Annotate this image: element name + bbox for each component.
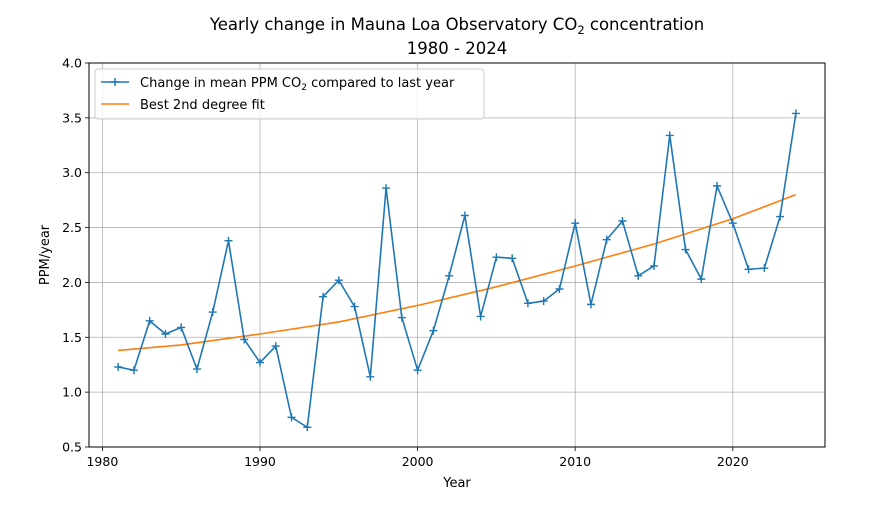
y-tick-label: 1.0 (62, 385, 82, 400)
x-tick-label: 2000 (402, 454, 434, 469)
data-point (492, 253, 501, 262)
data-point (319, 292, 328, 301)
data-point (665, 131, 674, 140)
change-line (117, 113, 797, 429)
y-tick-label: 2.5 (62, 220, 82, 235)
data-point (586, 300, 595, 309)
data-point (555, 285, 564, 294)
fit-line (118, 193, 797, 352)
data-point (618, 216, 627, 225)
data-point (523, 299, 532, 308)
legend: Change in mean PPM CO2 compared to last … (94, 68, 485, 120)
data-point (224, 236, 233, 245)
data-point (760, 264, 769, 273)
x-axis-label: Year (442, 476, 471, 491)
data-point (287, 413, 296, 422)
y-axis-label: PPM/year (38, 224, 53, 285)
chart-subtitle: 1980 - 2024 (407, 39, 507, 58)
data-point (429, 326, 438, 335)
data-point (366, 372, 375, 381)
y-tick-label: 1.5 (62, 330, 82, 345)
change-series (114, 109, 800, 432)
x-tick-label: 2010 (559, 454, 591, 469)
data-point (208, 308, 217, 317)
data-point (145, 316, 154, 325)
legend-label-fit: Best 2nd degree fit (140, 98, 265, 113)
data-point (114, 362, 123, 371)
plot-frame (88, 62, 826, 448)
data-point (650, 261, 659, 270)
data-point (397, 313, 406, 322)
y-tick-label: 3.5 (62, 110, 82, 125)
data-point (728, 219, 737, 228)
x-tick-label: 1980 (86, 454, 118, 469)
chart-title: Yearly change in Mauna Loa Observatory C… (209, 15, 704, 37)
data-point (776, 212, 785, 221)
data-point (255, 358, 264, 367)
data-point (240, 335, 249, 344)
data-point (602, 235, 611, 244)
y-tick-label: 4.0 (62, 56, 82, 71)
data-point (192, 365, 201, 374)
y-tick-label: 0.5 (62, 440, 82, 455)
y-tick-label: 2.0 (62, 275, 82, 290)
data-point (791, 109, 800, 118)
legend-marker-change (111, 78, 119, 86)
data-point (413, 366, 422, 375)
fit-series (118, 193, 797, 352)
data-point (303, 423, 312, 432)
legend-label-change: Change in mean PPM CO2 compared to last … (140, 76, 455, 93)
x-tick-label: 2020 (717, 454, 749, 469)
data-point (634, 271, 643, 280)
data-point (744, 265, 753, 274)
data-point (350, 302, 359, 311)
data-point (460, 211, 469, 220)
y-tick-label: 3.0 (62, 165, 82, 180)
data-point (334, 276, 343, 285)
data-point (539, 297, 548, 306)
y-axis-ticks: 0.5 1.0 1.5 2.0 2.5 3.0 3.5 4.0 (62, 56, 89, 455)
data-point (271, 342, 280, 351)
x-axis-ticks: 1980 1990 2000 2010 2020 (86, 447, 749, 469)
data-point (713, 181, 722, 190)
data-point (697, 275, 706, 284)
data-point (382, 184, 391, 193)
data-point (571, 219, 580, 228)
grid (89, 62, 825, 448)
legend-frame (94, 68, 485, 120)
data-point (508, 254, 517, 263)
data-point (161, 329, 170, 338)
data-point (476, 312, 485, 321)
data-point (445, 271, 454, 280)
data-point (177, 323, 186, 332)
data-point (129, 366, 138, 375)
x-tick-label: 1990 (244, 454, 276, 469)
data-point (681, 245, 690, 254)
